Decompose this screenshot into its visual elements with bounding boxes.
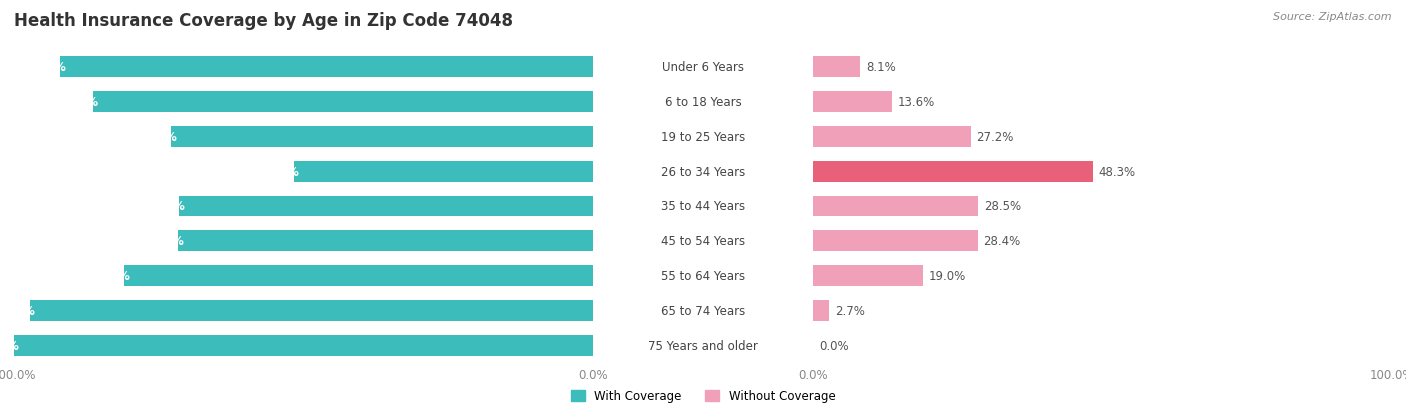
Text: 0.0%: 0.0% [820,339,849,352]
Bar [14,335,593,356]
Bar [593,224,1406,259]
Bar [593,119,1406,154]
Bar [813,301,830,322]
Bar [294,161,593,182]
Text: 86.4%: 86.4% [58,95,98,108]
Text: 45 to 54 Years: 45 to 54 Years [661,235,745,248]
Bar [0,294,593,329]
Text: 19 to 25 Years: 19 to 25 Years [661,130,745,143]
Bar [0,329,593,363]
Bar [0,189,593,224]
Text: 65 to 74 Years: 65 to 74 Years [661,305,745,318]
Text: 26 to 34 Years: 26 to 34 Years [661,165,745,178]
Text: 28.5%: 28.5% [984,200,1021,213]
Text: 19.0%: 19.0% [929,270,966,283]
Bar [813,196,979,217]
Bar [60,57,593,78]
Text: 100.0%: 100.0% [0,339,20,352]
Text: 75 Years and older: 75 Years and older [648,339,758,352]
Bar [0,259,813,294]
Legend: With Coverage, Without Coverage: With Coverage, Without Coverage [565,385,841,407]
Bar [813,161,1092,182]
Bar [813,91,891,112]
Bar [172,126,593,147]
Bar [593,50,1406,84]
Text: Under 6 Years: Under 6 Years [662,61,744,74]
Bar [0,84,593,119]
Bar [0,294,813,329]
Text: 27.2%: 27.2% [976,130,1014,143]
Text: 97.3%: 97.3% [0,305,35,318]
Text: 55 to 64 Years: 55 to 64 Years [661,270,745,283]
Bar [179,231,593,252]
Text: 71.6%: 71.6% [143,235,184,248]
Bar [0,259,593,294]
Bar [93,91,593,112]
Bar [593,259,1406,294]
Text: Source: ZipAtlas.com: Source: ZipAtlas.com [1274,12,1392,22]
Bar [0,154,813,189]
Bar [0,84,813,119]
Bar [813,57,860,78]
Bar [593,329,1406,363]
Text: 13.6%: 13.6% [897,95,935,108]
Text: 28.4%: 28.4% [983,235,1021,248]
Bar [593,154,1406,189]
Bar [179,196,593,217]
Text: 6 to 18 Years: 6 to 18 Years [665,95,741,108]
Text: 35 to 44 Years: 35 to 44 Years [661,200,745,213]
Text: Health Insurance Coverage by Age in Zip Code 74048: Health Insurance Coverage by Age in Zip … [14,12,513,30]
Bar [30,301,593,322]
Bar [813,126,970,147]
Text: 92.0%: 92.0% [25,61,66,74]
Bar [813,266,924,287]
Bar [0,50,593,84]
Text: 8.1%: 8.1% [866,61,896,74]
Text: 72.8%: 72.8% [136,130,177,143]
Bar [0,154,593,189]
Text: 48.3%: 48.3% [1098,165,1136,178]
Text: 81.0%: 81.0% [89,270,129,283]
Bar [0,50,813,84]
Text: 51.7%: 51.7% [259,165,299,178]
Bar [593,84,1406,119]
Bar [0,119,813,154]
Bar [0,119,593,154]
Text: 2.7%: 2.7% [835,305,865,318]
Bar [0,329,813,363]
Bar [124,266,593,287]
Bar [0,224,813,259]
Bar [0,189,813,224]
Bar [813,231,977,252]
Bar [0,224,593,259]
Text: 71.5%: 71.5% [143,200,184,213]
Bar [593,294,1406,329]
Bar [593,189,1406,224]
